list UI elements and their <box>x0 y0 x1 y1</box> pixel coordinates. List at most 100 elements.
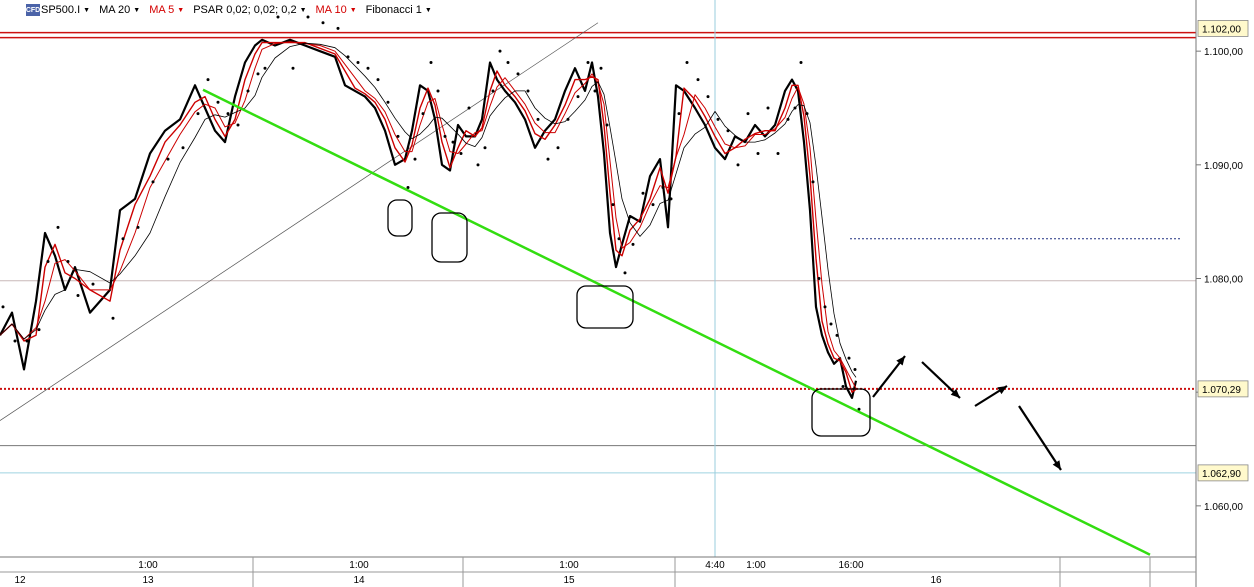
time-tick-label: 1:00 <box>746 560 766 571</box>
psar-dot <box>726 129 730 133</box>
psar-dot <box>196 112 200 116</box>
psar-label: PSAR 0,02; 0,02; 0,2 <box>193 4 297 16</box>
ma10-indicator[interactable]: MA 10 ▼ <box>316 4 357 16</box>
psar-dot <box>641 191 645 195</box>
chart-toolbar: CFD SP500.I ▼ MA 20 ▼ MA 5 ▼ PSAR 0,02; 0,0… <box>0 0 441 20</box>
psar-dot <box>835 333 839 337</box>
psar-dot <box>256 72 260 76</box>
psar-dot <box>498 49 502 53</box>
psar-dot <box>799 61 803 65</box>
psar-dot <box>136 225 140 229</box>
psar-dot <box>617 237 621 241</box>
level-lines <box>0 0 1196 557</box>
psar-dot <box>811 180 815 184</box>
psar-dot <box>586 61 590 65</box>
psar-dot <box>386 100 390 104</box>
psar-dot <box>421 112 425 116</box>
price-badge-label: 1.070,29 <box>1202 385 1241 396</box>
trendline <box>202 88 1151 556</box>
psar-dot <box>847 356 851 360</box>
day-tick-label: 12 <box>14 575 26 586</box>
ma5-indicator[interactable]: MA 5 ▼ <box>149 4 184 16</box>
ma10-line <box>0 41 857 389</box>
psar-dot <box>651 203 655 207</box>
arrow-head-icon <box>997 386 1007 395</box>
projection-arrow <box>1018 405 1062 471</box>
ma20-label: MA 20 <box>99 4 131 16</box>
day-tick-label: 16 <box>930 575 942 586</box>
chevron-down-icon: ▼ <box>424 6 432 14</box>
chevron-down-icon: ▼ <box>133 6 141 14</box>
y-tick-label: 1.080,00 <box>1204 275 1243 286</box>
day-tick-label: 15 <box>563 575 575 586</box>
psar-dot <box>766 106 770 110</box>
psar-dot <box>546 157 550 161</box>
psar-dot <box>1 305 5 309</box>
symbol-selector[interactable]: SP500.I ▼ <box>41 4 90 16</box>
psar-dot <box>526 89 530 93</box>
psar-dot <box>853 367 857 371</box>
psar-dot <box>476 163 480 167</box>
price-series <box>0 15 861 411</box>
psar-dot <box>429 61 433 65</box>
chevron-down-icon: ▼ <box>349 6 357 14</box>
chevron-down-icon: ▼ <box>83 6 91 14</box>
psar-dot <box>696 78 700 82</box>
highlight-box <box>811 388 871 437</box>
psar-dot <box>793 106 797 110</box>
psar-dot <box>623 271 627 275</box>
highlight-box <box>431 212 468 263</box>
annotation-layer <box>202 88 1151 556</box>
chevron-down-icon: ▼ <box>299 6 307 14</box>
psar-dot <box>306 15 310 19</box>
ma20-line <box>0 42 857 378</box>
psar-dot <box>291 66 295 70</box>
psar-dot <box>823 305 827 309</box>
psar-dot <box>436 89 440 93</box>
psar-dot <box>506 61 510 65</box>
psar-dot <box>37 328 41 332</box>
psar-dot <box>236 123 240 127</box>
psar-dot <box>321 21 325 25</box>
chevron-down-icon: ▼ <box>177 6 185 14</box>
psar-dot <box>166 157 170 161</box>
psar-dot <box>216 100 220 104</box>
psar-dot <box>346 55 350 59</box>
psar-dot <box>536 117 540 121</box>
ma5-line <box>0 41 857 393</box>
psar-dot <box>66 259 70 263</box>
price-badge <box>1197 464 1249 482</box>
time-tick-label: 16:00 <box>838 560 863 571</box>
fibonacci-indicator[interactable]: Fibonacci 1 ▼ <box>366 4 432 16</box>
psar-dot <box>25 339 29 343</box>
psar-dot <box>661 186 665 190</box>
symbol-label: SP500.I <box>41 4 81 16</box>
price-line <box>0 38 858 399</box>
psar-dot <box>841 384 845 388</box>
psar-dot <box>76 294 80 298</box>
psar-dot <box>857 407 861 411</box>
psar-dot <box>226 112 230 116</box>
price-badge-label: 1.062,90 <box>1202 469 1241 480</box>
ma5-label: MA 5 <box>149 4 175 16</box>
psar-dot <box>56 225 60 229</box>
psar-dot <box>276 15 280 19</box>
price-badge <box>1197 20 1249 37</box>
psar-dot <box>46 259 50 263</box>
psar-dot <box>756 151 760 155</box>
psar-dot <box>366 66 370 70</box>
psar-indicator[interactable]: PSAR 0,02; 0,02; 0,2 ▼ <box>193 4 306 16</box>
psar-dot <box>91 282 95 286</box>
psar-dot <box>805 112 809 116</box>
arrow-head-icon <box>950 388 960 398</box>
time-tick-label: 1:00 <box>349 560 369 571</box>
ma20-indicator[interactable]: MA 20 ▼ <box>99 4 140 16</box>
psar-dot <box>181 146 185 150</box>
psar-dot <box>566 117 570 121</box>
psar-dot <box>829 322 833 326</box>
psar-dot <box>467 106 471 110</box>
psar-dot <box>491 89 495 93</box>
psar-dot <box>246 89 250 93</box>
